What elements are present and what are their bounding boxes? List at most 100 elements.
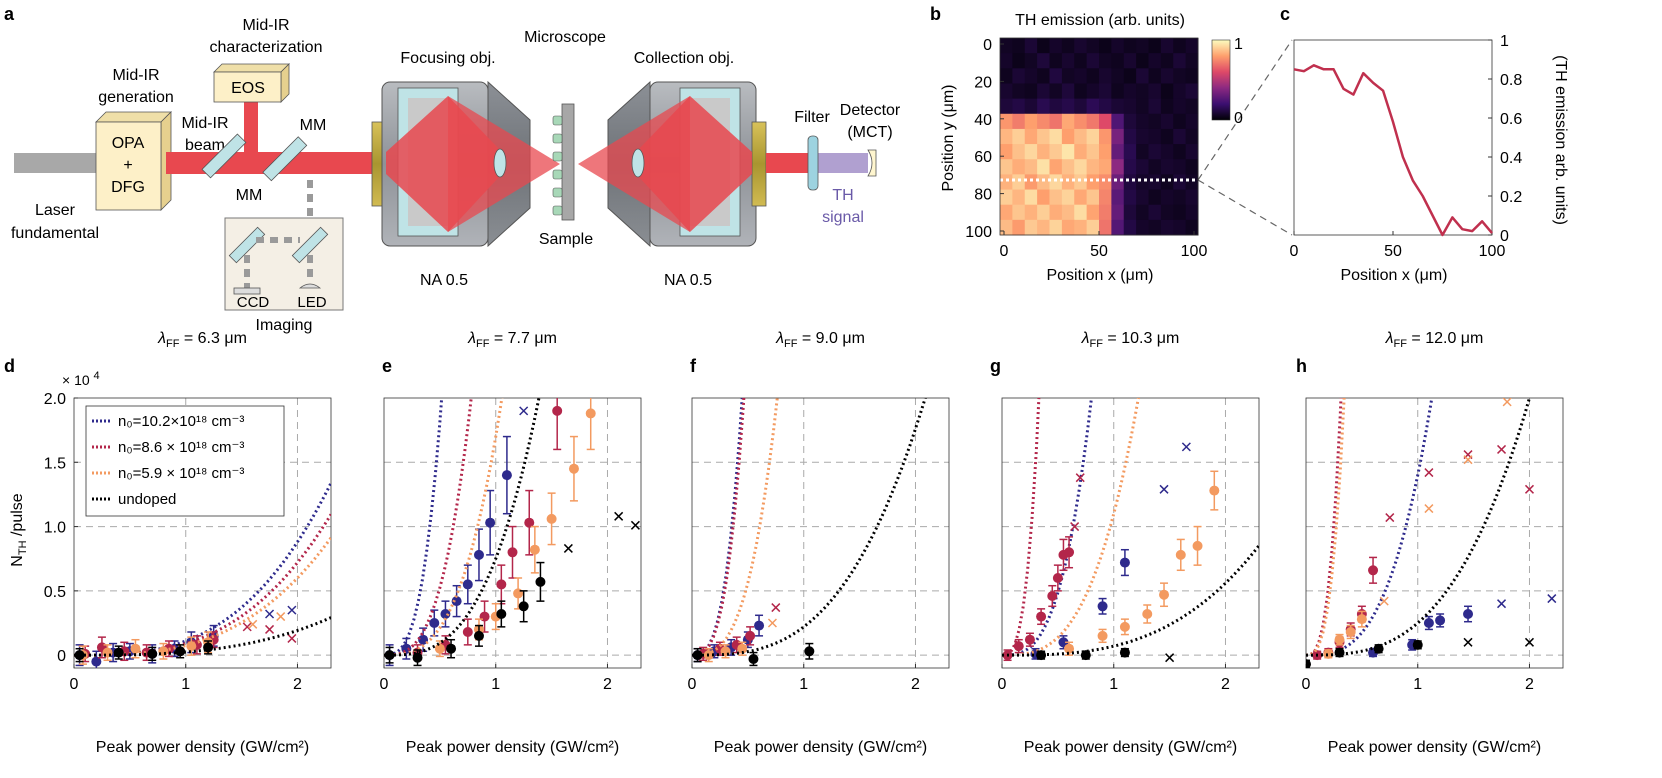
heatmap-cell <box>1024 159 1038 175</box>
collection-thread <box>751 121 767 207</box>
heatmap-cell <box>1037 219 1050 236</box>
heatmap-cell <box>1000 159 1013 175</box>
heatmap-cell <box>1160 219 1174 236</box>
saturated-point <box>1424 468 1434 478</box>
heatmap-cell <box>1136 128 1149 145</box>
data-point <box>485 517 496 528</box>
data-point <box>113 647 124 658</box>
heatmap-cell <box>1123 204 1137 221</box>
saturated-point <box>1070 522 1080 532</box>
heatmap-cell <box>1012 204 1026 221</box>
heatmap-cell <box>1099 113 1112 130</box>
heatmap-cell <box>1061 159 1075 175</box>
data-point <box>737 643 748 654</box>
profile-xtick-label: 50 <box>1384 243 1402 260</box>
fit-curve <box>1306 398 1343 657</box>
data-point <box>1080 650 1091 661</box>
heatmap-xtick-label: 50 <box>1090 243 1108 260</box>
profile-xtick-label: 0 <box>1290 243 1299 260</box>
heatmap-cell <box>1148 189 1162 206</box>
scatter-panel-g: 0 1 2 λFF = 10.3 μm Peak power density (GW/c… <box>998 330 1260 756</box>
fit-curve <box>384 398 473 657</box>
panel-b-heatmap: b TH emission (arb. units) 1 0 0 50 100 0 20… <box>930 4 1293 284</box>
xlabel: Peak power density (GW/cm²) <box>406 739 619 756</box>
heatmap-cell <box>1061 128 1075 145</box>
heatmap-cell <box>1173 38 1187 54</box>
saturated-point <box>1463 455 1473 465</box>
heatmap-cell <box>1000 53 1013 69</box>
scatter-panels: d e f g h × 10 4 NTH /pulse 0 1 2 0 0.5 1.0 1.… <box>4 330 1564 756</box>
heatmap-cell <box>1049 98 1063 115</box>
saturated-point <box>1524 637 1535 647</box>
heatmap-ytick-label: 40 <box>974 112 992 129</box>
panel-title: λFF = 10.3 μm <box>1081 330 1180 350</box>
heatmap-cell <box>1000 144 1013 160</box>
heatmap-cell <box>1012 128 1026 145</box>
heatmap-cell <box>1024 174 1038 191</box>
collection-beam <box>638 96 752 232</box>
saturated-point <box>767 618 777 628</box>
legend-box <box>85 405 285 517</box>
data-point <box>462 579 473 590</box>
heatmap-cell <box>1173 159 1187 175</box>
heatmap-cell <box>1111 128 1125 145</box>
xtick-label: 1 <box>1109 676 1118 693</box>
heatmap-cell <box>1136 53 1149 69</box>
sample-substrate <box>561 103 575 221</box>
heatmap-cell <box>1000 38 1013 54</box>
heatmap-xlabel: Position x (μm) <box>1046 267 1153 284</box>
xtick-label: 2 <box>911 676 920 693</box>
data-point <box>524 517 535 528</box>
heatmap-cell <box>1173 174 1187 191</box>
imaging-mirror-1 <box>228 226 266 264</box>
fit-curve <box>1002 544 1259 657</box>
series-group <box>74 482 331 668</box>
heatmap-cell <box>1111 98 1125 115</box>
panel-letter-h: h <box>1296 356 1307 376</box>
heatmap-cell <box>1160 189 1174 206</box>
heatmap-cell <box>1024 83 1038 100</box>
heatmap-cell <box>1099 174 1112 191</box>
heatmap-cell <box>1160 68 1174 84</box>
xtick-label: 2 <box>1221 676 1230 693</box>
legend-label: n₀=10.2×10¹⁸ cm⁻³ <box>118 413 244 430</box>
saturated-point <box>287 633 297 643</box>
data-point <box>1119 557 1130 568</box>
heatmap-cell <box>1185 83 1199 100</box>
data-point <box>1036 650 1047 661</box>
data-point <box>384 650 395 661</box>
heatmap-cell <box>1099 219 1112 236</box>
data-point <box>507 547 518 558</box>
heatmap-cell <box>1086 98 1100 115</box>
heatmap-cell <box>1049 128 1063 145</box>
heatmap-cell <box>1099 159 1112 175</box>
mirror-2 <box>262 136 308 182</box>
heatmap-cell <box>1185 113 1199 130</box>
data-point <box>804 646 815 657</box>
data-point <box>1412 639 1423 650</box>
data-point <box>462 627 473 637</box>
xtick-label: 2 <box>1525 676 1534 693</box>
data-point <box>1064 643 1075 654</box>
heatmap-cell <box>1111 159 1125 175</box>
heatmap-cell <box>1037 189 1050 206</box>
heatmap-cell <box>1160 159 1174 175</box>
heatmap-cell <box>1012 174 1026 191</box>
plot-frame <box>1305 397 1564 669</box>
fit-curve <box>1306 398 1346 657</box>
heatmap-cell <box>1123 38 1137 54</box>
th-beam <box>818 153 868 173</box>
data-point <box>1013 641 1024 652</box>
data-point <box>1423 618 1434 628</box>
saturated-point <box>248 619 258 629</box>
imaging-mirror-2 <box>291 226 329 264</box>
heatmap-cell <box>1111 204 1125 221</box>
heatmap-cell <box>1024 38 1038 54</box>
focusing-lens <box>493 148 507 178</box>
heatmap-cell <box>1086 144 1100 160</box>
heatmap-cell <box>1024 98 1038 115</box>
heatmap-cell <box>1074 53 1088 69</box>
heatmap-cell <box>1061 53 1075 69</box>
heatmap-cell <box>1049 159 1063 175</box>
data-point <box>1192 540 1203 551</box>
